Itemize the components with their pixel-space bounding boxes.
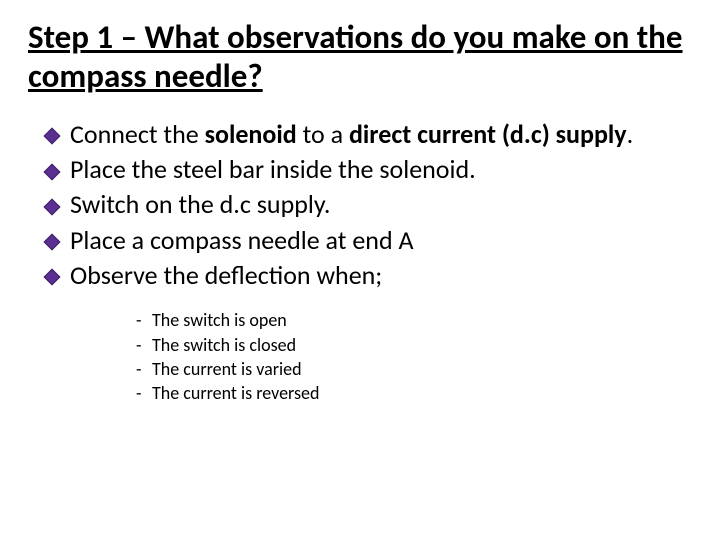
dash-bullet-icon: - (136, 333, 142, 357)
bullet-text: Observe the deflection when; (70, 259, 382, 291)
slide-page: Step 1 – What observations do you make o… (0, 0, 720, 423)
sub-bullet-item: - The current is varied (136, 357, 692, 381)
diamond-bullet-icon (44, 269, 61, 286)
page-title: Step 1 – What observations do you make o… (28, 18, 692, 96)
bullet-text-part: to a (297, 118, 349, 150)
diamond-bullet-icon (44, 234, 61, 251)
sub-bullet-item: - The switch is open (136, 308, 692, 332)
sub-bullet-list: - The switch is open - The switch is clo… (28, 308, 692, 405)
bullet-text: Place a compass needle at end A (70, 224, 414, 256)
sub-bullet-item: - The switch is closed (136, 333, 692, 357)
bullet-item: Place a compass needle at end A (46, 224, 692, 257)
bullet-item: Place the steel bar inside the solenoid. (46, 153, 692, 186)
diamond-bullet-icon (44, 163, 61, 180)
main-bullet-list: Connect the solenoid to a direct current… (28, 118, 692, 292)
bullet-item: Connect the solenoid to a direct current… (46, 118, 692, 151)
diamond-bullet-icon (44, 198, 61, 215)
bullet-text-part: Connect the (70, 118, 205, 150)
bullet-text-bold: solenoid (205, 118, 297, 150)
bullet-text: Switch on the d.c supply. (70, 188, 330, 220)
bullet-text: Place the steel bar inside the solenoid. (70, 153, 476, 185)
diamond-bullet-icon (44, 128, 61, 145)
bullet-text-bold: direct current (d.c) supply (349, 118, 627, 150)
bullet-item: Observe the deflection when; (46, 259, 692, 292)
bullet-text-part: . (627, 118, 634, 150)
bullet-item: Switch on the d.c supply. (46, 188, 692, 221)
dash-bullet-icon: - (136, 381, 142, 405)
sub-bullet-text: The current is varied (152, 358, 302, 380)
sub-bullet-text: The switch is closed (152, 334, 296, 356)
sub-bullet-text: The current is reversed (152, 382, 319, 404)
dash-bullet-icon: - (136, 357, 142, 381)
sub-bullet-text: The switch is open (152, 309, 287, 331)
sub-bullet-item: - The current is reversed (136, 381, 692, 405)
dash-bullet-icon: - (136, 308, 142, 332)
